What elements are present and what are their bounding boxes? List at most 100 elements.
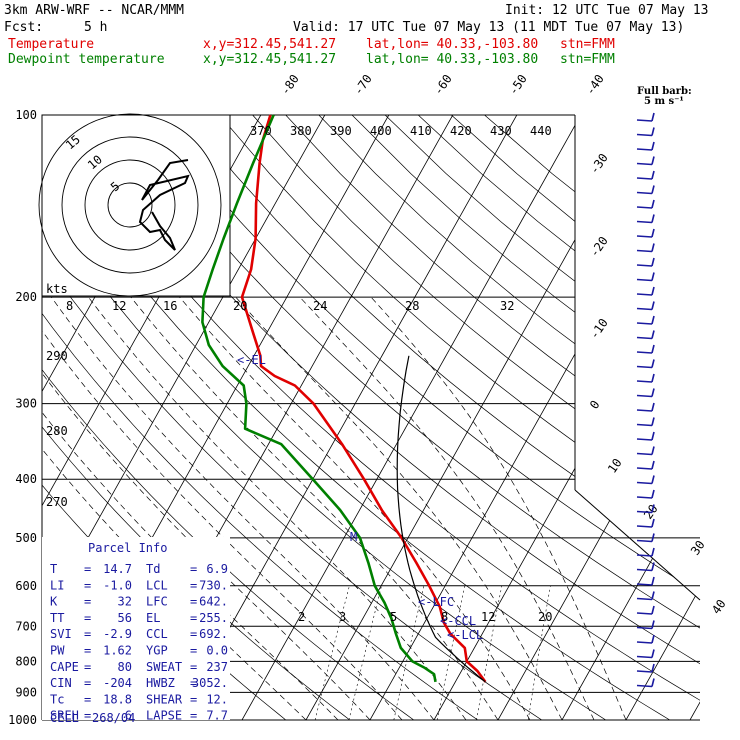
wind-barb-flag (651, 315, 655, 325)
mixing-ratio-upper-label: 16 (163, 299, 177, 313)
lfc-marker: <-LFC (418, 595, 454, 609)
lcl-marker: <-LCL (447, 628, 483, 642)
mixing-ratio-line (348, 585, 382, 720)
wind-barb-shaft (636, 162, 653, 166)
y-tick-label: 400 (15, 472, 37, 486)
parcel-key-1: Tc (50, 692, 64, 706)
parcel-value-2: 642. (199, 595, 228, 609)
wind-barb-shaft (636, 380, 653, 383)
wind-barb-flag (651, 634, 655, 644)
y-tick-label: 300 (15, 397, 37, 411)
wind-barb-flag (651, 286, 655, 296)
dewpoint-profile (201, 114, 437, 683)
legend-dewpoint-xy: x,y=312.45,541.27 (203, 52, 337, 67)
theta-e-label: 390 (330, 124, 352, 138)
mixing-ratio-lower-label: 12 (481, 610, 495, 624)
parcel-info-rows: T = 14.7 Td = 6.9LI = -1.0 LCL = 730.K = 32 LFC = 642.T… (50, 562, 228, 723)
wind-barb-shaft (636, 510, 653, 514)
parcel-value-2: 692. (199, 627, 228, 641)
wind-barb-shaft (636, 481, 653, 485)
hodograph-ring (84, 159, 176, 251)
wind-barb-flag (651, 518, 655, 528)
parcel-value-1: -1.0 (103, 578, 132, 592)
parcel-eq-1: = (84, 562, 91, 576)
mixing-ratio-lower-label: 2 (298, 610, 305, 624)
hodograph-trace (138, 159, 190, 251)
wind-barb-flag (651, 576, 655, 586)
wind-barb-shaft (636, 423, 653, 427)
parcel-info-title: Parcel Info (88, 541, 167, 555)
wind-barb-flag (651, 214, 655, 223)
parcel-key-2: LFC (146, 595, 168, 609)
dry-adiabat-line (42, 115, 606, 720)
dry-adiabat-line (119, 115, 700, 720)
y-tick-label: 800 (15, 654, 37, 668)
parcel-value-2: 255. (199, 611, 228, 625)
wind-barb-flag (651, 272, 655, 281)
wind-barb-shaft (636, 119, 653, 122)
parcel-eq-1: = (84, 595, 91, 609)
theta-e-label: 440 (530, 124, 552, 138)
parcel-value-2: 12. (206, 692, 228, 706)
theta-e-label: 370 (250, 124, 272, 138)
hodograph-units-label: kts (46, 282, 68, 296)
moist-adiabat-line (299, 296, 595, 720)
parcel-value-1: -204 (103, 676, 132, 690)
parcel-key-2: LCL (146, 578, 168, 592)
isotherm-line (369, 115, 700, 720)
wind-barb-shaft (636, 235, 653, 238)
parcel-eq-1: = (84, 644, 91, 658)
wind-barb-shaft (636, 336, 653, 340)
isotherm-label: 10 (605, 456, 625, 476)
wind-barb-flag (651, 185, 655, 194)
el-marker: <-EL (237, 353, 266, 367)
isotherm-label: -30 (587, 151, 611, 177)
wind-barb-shaft (636, 278, 653, 282)
wind-barb-flag (651, 257, 655, 267)
wind-barb-flag (651, 417, 655, 426)
wind-barb-flag (651, 460, 655, 470)
parcel-key-1: SREH (50, 709, 79, 723)
wind-barb-shaft (636, 670, 653, 673)
parcel-key-1: TT (50, 611, 64, 625)
m-marker: M (350, 530, 357, 544)
wind-barb-shaft (636, 191, 653, 195)
y-tick-label: 700 (15, 619, 37, 633)
parcel-key-2: HWBZ (146, 676, 175, 690)
parcel-eq-2: = (190, 644, 197, 658)
wind-barb-shaft (636, 539, 653, 543)
wind-barb-shaft (636, 467, 653, 470)
parcel-key-2: SHEAR (146, 692, 183, 706)
wind-barb-shaft (636, 525, 653, 528)
parcel-eq-1: = (84, 660, 91, 674)
wind-barb-flag (651, 489, 655, 499)
parcel-value-2: 730. (199, 578, 228, 592)
parcel-eq-1: = (84, 578, 91, 592)
wind-barb-shaft (636, 264, 653, 267)
wind-barb-flag (651, 533, 655, 542)
wind-barb-shaft (636, 438, 653, 441)
parcel-value-1: 56 (118, 611, 132, 625)
parcel-value-2: 6.9 (206, 562, 228, 576)
wind-barb-flag (651, 431, 655, 441)
dry-adiabat-line (42, 115, 542, 720)
wind-barb-shaft (636, 351, 653, 354)
model-title: 3km ARW-WRF -- NCAR/MMM (4, 3, 185, 18)
isotherm-label: 40 (709, 597, 729, 617)
wind-barb-shaft (636, 655, 653, 659)
parcel-eq-1: = (84, 627, 91, 641)
dry-adiabat-line (42, 115, 479, 720)
parcel-value-1: 6 (125, 709, 132, 723)
mixing-ratio-lower-label: 8 (441, 610, 448, 624)
y-tick-label: 1000 (8, 713, 37, 727)
wind-barb-flag (651, 156, 655, 165)
wind-barb-flag (651, 330, 655, 339)
dry-adiabat-label: 290 (46, 349, 68, 363)
hodograph-ring (38, 113, 222, 297)
dry-adiabat-line (53, 115, 700, 720)
dry-adiabat-line (285, 115, 700, 720)
wind-barb-shaft (636, 496, 653, 499)
parcel-eq-2: = (190, 578, 197, 592)
parcel-eq-1: = (84, 676, 91, 690)
